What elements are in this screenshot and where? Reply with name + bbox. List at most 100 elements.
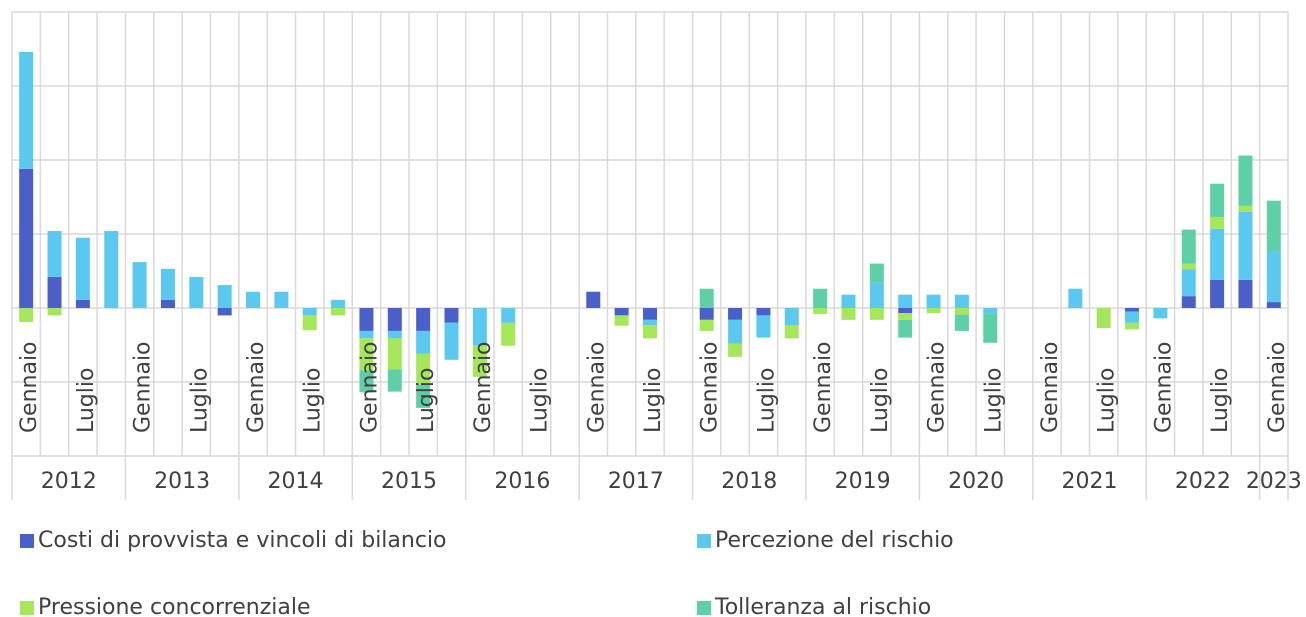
- bar-segment: [954, 308, 969, 315]
- bar-segment: [1096, 308, 1111, 328]
- bar-segment: [813, 288, 828, 308]
- bar-segment: [274, 291, 289, 308]
- bar-segment: [926, 294, 941, 308]
- bar-segment: [784, 325, 799, 339]
- bar-segment: [75, 299, 90, 308]
- bar-segment: [19, 51, 34, 169]
- bar-segment: [728, 343, 743, 357]
- bar-segment: [387, 308, 402, 331]
- bar-segment: [104, 231, 119, 308]
- bar-segment: [1181, 229, 1196, 264]
- bar-segment: [869, 282, 884, 308]
- x-tick-label: Luglio: [754, 368, 779, 433]
- bar-segment: [756, 315, 771, 338]
- bar-segment: [1125, 311, 1140, 323]
- bar-segment: [1210, 228, 1225, 280]
- bar-segment: [756, 308, 771, 316]
- year-label: 2020: [948, 469, 1004, 494]
- x-tick-label: Gennaio: [925, 341, 950, 433]
- bar-segment: [643, 325, 657, 339]
- x-tick-label: Luglio: [641, 368, 666, 433]
- bar-segment: [444, 308, 459, 323]
- bar-segment: [331, 299, 346, 308]
- bar-segment: [728, 308, 743, 320]
- year-label: 2022: [1175, 469, 1231, 494]
- bar-segment: [217, 285, 232, 308]
- bar-segment: [472, 308, 487, 346]
- bar-segment: [1238, 205, 1253, 212]
- bar-segment: [898, 308, 913, 314]
- x-tick-label: Gennaio: [357, 341, 382, 433]
- bar-segment: [501, 308, 516, 323]
- bar-segment: [75, 237, 90, 300]
- bar-segment: [926, 308, 941, 314]
- bar-segment: [898, 319, 913, 338]
- bar-segment: [1210, 279, 1225, 308]
- bar-segment: [1125, 322, 1140, 330]
- bar-segment: [302, 308, 317, 316]
- bar-segment: [19, 308, 34, 323]
- bar-segment: [1266, 302, 1281, 308]
- year-label: 2019: [835, 469, 891, 494]
- bar-segment: [416, 384, 431, 408]
- bar-segment: [983, 313, 998, 343]
- bar-segment: [869, 308, 884, 320]
- year-label: 2016: [494, 469, 550, 494]
- bar-segment: [1181, 263, 1196, 270]
- bar-segment: [1181, 269, 1196, 297]
- bar-segment: [699, 288, 714, 308]
- bar-segment: [813, 308, 828, 314]
- bar-segment: [841, 294, 856, 308]
- bar-segment: [359, 370, 374, 393]
- x-tick-label: Gennaio: [1038, 341, 1063, 433]
- x-tick-label: Luglio: [414, 368, 439, 433]
- x-tick-label: Luglio: [1208, 368, 1233, 433]
- bar-segment: [246, 291, 261, 308]
- x-tick-label: Luglio: [868, 368, 893, 433]
- bar-segment: [217, 308, 232, 316]
- bar-segment: [387, 369, 402, 392]
- bar-segment: [841, 308, 856, 320]
- bar-segment: [444, 322, 459, 360]
- bar-segment: [1125, 308, 1140, 312]
- bar-segment: [586, 291, 601, 308]
- legend-swatch: [697, 534, 711, 548]
- bar-segment: [416, 308, 431, 331]
- bar-segment: [359, 308, 374, 331]
- year-label: 2017: [608, 469, 664, 494]
- bar-segment: [1153, 308, 1168, 319]
- x-tick-label: Luglio: [187, 368, 212, 433]
- bar-segment: [869, 263, 884, 283]
- year-label: 2013: [154, 469, 210, 494]
- bar-segment: [954, 294, 969, 308]
- year-label: 2018: [721, 469, 777, 494]
- bar-segment: [1266, 200, 1281, 252]
- bar-segment: [501, 322, 516, 346]
- x-tick-label: Luglio: [1095, 368, 1120, 433]
- bar-segment: [699, 308, 714, 320]
- bar-segment: [359, 330, 374, 339]
- bar-segment: [614, 315, 629, 326]
- year-label: 2021: [1062, 469, 1118, 494]
- bar-segment: [728, 319, 743, 344]
- x-tick-label: Gennaio: [471, 341, 496, 433]
- bar-segment: [898, 313, 913, 320]
- x-tick-label: Luglio: [981, 368, 1006, 433]
- bar-segment: [614, 308, 629, 316]
- bar-segment: [954, 314, 969, 331]
- bar-segment: [784, 308, 799, 326]
- bar-segment: [132, 262, 147, 308]
- legend-label: Percezione del rischio: [715, 528, 954, 553]
- x-tick-label: Gennaio: [244, 341, 269, 433]
- x-tick-label: Luglio: [528, 368, 553, 433]
- bar-segment: [1238, 155, 1253, 206]
- bar-segment: [699, 319, 714, 331]
- bar-segment: [387, 338, 402, 370]
- bar-segment: [160, 268, 175, 300]
- legend-label: Costi di provvista e vincoli di bilancio: [38, 528, 447, 553]
- bar-segment: [47, 308, 62, 316]
- legend-label: Tolleranza al rischio: [714, 595, 931, 617]
- x-tick-label: Gennaio: [17, 341, 42, 433]
- bar-segment: [47, 231, 62, 277]
